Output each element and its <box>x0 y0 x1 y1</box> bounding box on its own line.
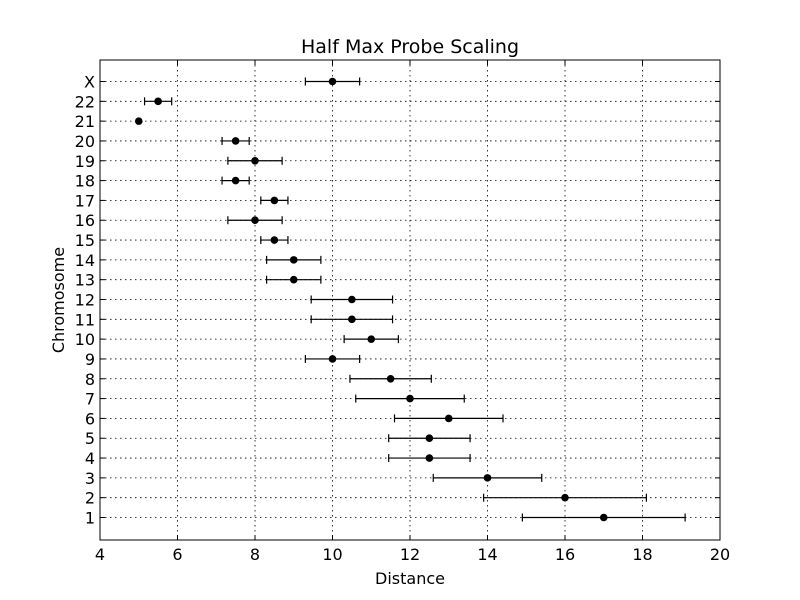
y-tick-label: 21 <box>75 112 95 131</box>
x-tick-label: 20 <box>710 545 730 564</box>
y-tick-label: 16 <box>75 211 95 230</box>
data-point <box>270 236 279 244</box>
x-tick-label: 10 <box>322 545 342 564</box>
y-tick-label: 14 <box>75 251 95 270</box>
y-tick-label: 22 <box>75 92 95 111</box>
data-point <box>406 394 414 403</box>
data-point <box>134 117 143 125</box>
grid <box>100 60 720 540</box>
y-axis-title: Chromosome <box>49 247 68 353</box>
y-tick-label: 8 <box>85 370 95 389</box>
x-tick-label: 12 <box>400 545 420 564</box>
y-tick-label: 2 <box>85 489 95 508</box>
data-point <box>425 454 434 462</box>
data-point <box>367 335 376 343</box>
data-point <box>154 97 162 106</box>
data-point <box>289 275 298 284</box>
x-tick-label: 16 <box>555 545 575 564</box>
data-point <box>561 493 569 502</box>
y-tick-label: 13 <box>75 271 95 290</box>
data-point <box>328 77 337 86</box>
y-tick-label: 10 <box>75 330 95 349</box>
y-tick-label: 4 <box>85 449 95 468</box>
data-point <box>348 315 356 324</box>
y-tick-label: 19 <box>75 152 95 171</box>
x-tick-label: 6 <box>172 545 182 564</box>
y-tick-label: 20 <box>75 132 95 151</box>
x-tick-label: 8 <box>250 545 260 564</box>
y-tick-label: 3 <box>85 469 95 488</box>
axis-ticks <box>99 60 721 540</box>
data-point <box>251 156 259 165</box>
chart-title: Half Max Probe Scaling <box>301 36 519 58</box>
data-point <box>231 176 240 185</box>
y-tick-label: 9 <box>85 350 95 369</box>
y-tick-label: 12 <box>75 291 95 310</box>
data-point <box>348 295 356 304</box>
x-tick-labels: 4 6 8 10 12 14 16 18 20 <box>95 545 730 564</box>
y-tick-label: X <box>84 73 95 92</box>
y-tick-label: 11 <box>75 310 95 329</box>
data-point <box>289 256 298 264</box>
data-point <box>599 513 608 522</box>
data-point <box>328 355 337 363</box>
data-point <box>425 434 434 443</box>
data-point <box>386 374 395 383</box>
y-tick-label: 18 <box>75 172 95 191</box>
data-point <box>251 216 259 225</box>
y-tick-label: 15 <box>75 231 95 250</box>
data-point <box>270 196 279 205</box>
y-tick-label: 5 <box>85 429 95 448</box>
y-tick-label: 7 <box>85 390 95 409</box>
data-point <box>483 474 492 482</box>
x-tick-label: 18 <box>632 545 652 564</box>
data-points <box>134 77 608 522</box>
y-tick-label: 6 <box>85 409 95 428</box>
x-tick-label: 4 <box>95 545 105 564</box>
y-tick-label: 17 <box>75 191 95 210</box>
data-point <box>231 137 240 145</box>
x-axis-title: Distance <box>375 569 445 588</box>
x-tick-label: 14 <box>477 545 497 564</box>
y-tick-label: 1 <box>85 509 95 528</box>
data-point <box>444 414 453 423</box>
